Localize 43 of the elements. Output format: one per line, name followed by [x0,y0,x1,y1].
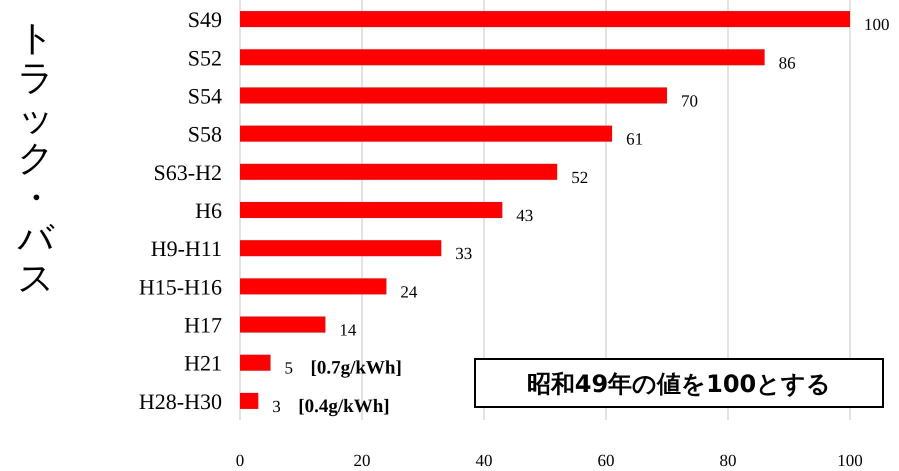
bar [240,202,502,218]
data-label: 61 [626,130,644,149]
annotation: [0.7g/kWh] [310,358,402,379]
y-tick-label: H17 [184,312,222,338]
bar [240,354,270,371]
y-tick-label: S54 [188,83,222,108]
x-tick-label: 80 [720,451,736,470]
y-tick-label: H21 [184,350,222,376]
bar [240,11,850,28]
y-tick-label: S58 [188,122,222,147]
x-tick-label: 20 [354,451,370,470]
data-label: 86 [778,53,796,72]
y-tick-label: H15-H16 [138,274,222,300]
bar [240,316,326,333]
data-label: 5 [284,358,293,378]
y-tick-label: H6 [195,198,222,223]
annotation: 昭和49年の値を100とする [526,370,832,398]
y-tick-label: S52 [188,45,222,70]
bar [240,87,667,104]
bar [240,164,558,180]
y-tick-label: H28-H30 [138,388,222,414]
x-tick-label: 100 [837,451,863,470]
y-tick-label: S49 [188,7,222,32]
x-tick-label: 60 [598,451,614,470]
data-label: 100 [864,15,890,34]
y-tick-label: S63-H2 [154,160,222,185]
y-axis-title: トラック・バス [16,18,56,299]
data-label: 43 [516,206,534,225]
x-tick-label: 40 [476,451,492,470]
bar [240,49,765,66]
data-label: 14 [339,320,357,340]
data-label: 33 [455,244,472,264]
y-tick-label: H9-H11 [150,236,222,262]
annotation: [0.4g/kWh] [298,396,390,417]
data-label: 3 [272,396,281,416]
x-tick-label: 0 [236,451,244,470]
bar [240,126,612,142]
bar [240,278,386,294]
data-label: 24 [400,282,418,302]
data-label: 70 [681,91,698,110]
bar [240,392,258,409]
data-label: 52 [571,168,588,187]
bar [240,240,442,256]
